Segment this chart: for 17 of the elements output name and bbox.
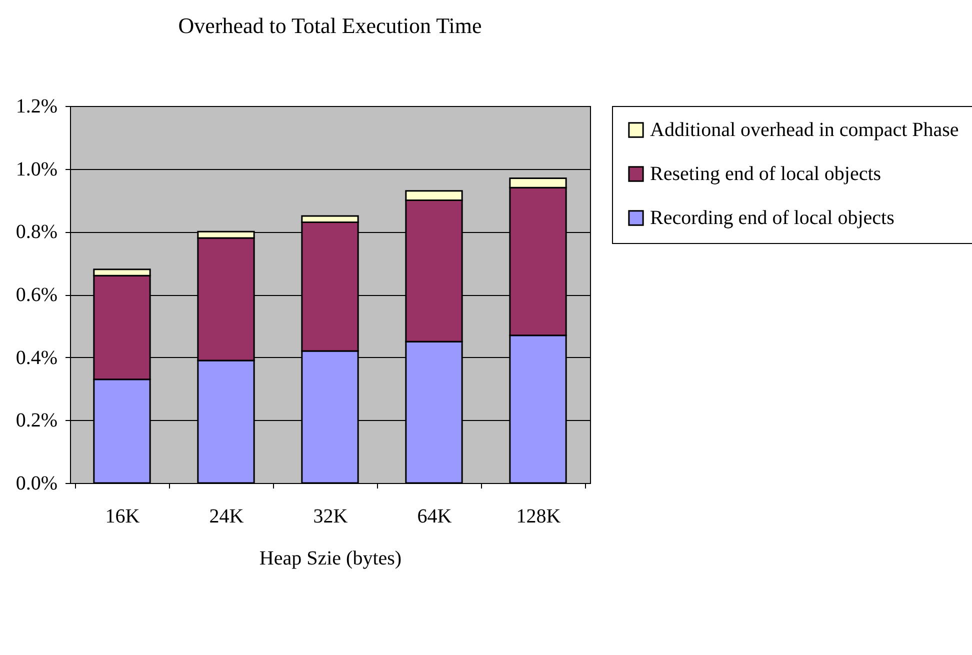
legend-label: Recording end of local objects bbox=[650, 207, 895, 229]
x-axis-title: Heap Szie (bytes) bbox=[259, 548, 402, 570]
x-tick-label: 16K bbox=[105, 506, 140, 528]
x-tick-label: 32K bbox=[313, 506, 348, 528]
x-tick-label: 64K bbox=[417, 506, 452, 528]
y-tick-label: 0.2% bbox=[16, 410, 58, 432]
y-tick-label: 0.6% bbox=[16, 284, 58, 306]
y-tick-label: 0.8% bbox=[16, 221, 58, 244]
legend-label: Reseting end of local objects bbox=[650, 163, 882, 185]
y-tick-label: 0.0% bbox=[16, 472, 58, 494]
x-tick-label: 24K bbox=[209, 506, 244, 528]
y-tick-label: 1.0% bbox=[16, 158, 58, 180]
y-tick-label: 0.4% bbox=[16, 346, 58, 369]
x-tick-label: 128K bbox=[516, 506, 562, 528]
y-tick-label: 1.2% bbox=[16, 96, 58, 118]
legend-label: Additional overhead in compact Phase bbox=[650, 119, 959, 141]
chart-title: Overhead to Total Execution Time bbox=[178, 13, 482, 38]
